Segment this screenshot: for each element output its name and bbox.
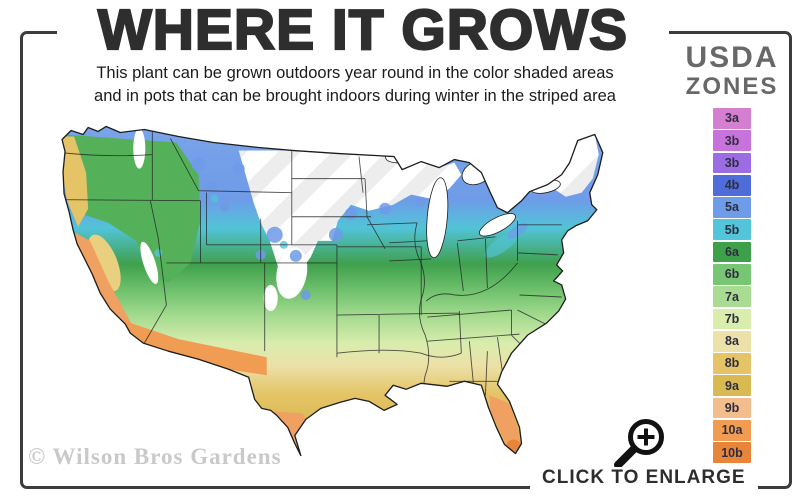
central-valley-region	[87, 234, 121, 292]
zone-chip-label: 6b	[724, 267, 740, 282]
state-borders	[62, 126, 562, 406]
zone-chip: 8b	[713, 353, 751, 374]
zone-chip-label: 9b	[724, 401, 740, 415]
zone-chip-label: 10a	[721, 423, 743, 438]
watermark: © Wilson Bros Gardens	[28, 444, 282, 469]
zone-chip: 7b	[713, 308, 751, 330]
striped-area-northeast	[549, 134, 599, 197]
zone-chip: 3a	[713, 108, 751, 129]
zone-chip: 4b	[713, 174, 751, 196]
zone-chip: 6b	[713, 263, 751, 285]
zone-chip: 10b	[713, 442, 751, 463]
zone-chip-label: 9a	[725, 378, 739, 393]
subtitle-line-1: This plant can be grown outdoors year ro…	[96, 64, 614, 82]
zone-chip-label: 5b	[724, 222, 740, 237]
legend-title-zones: ZONES	[685, 73, 779, 100]
zone-chip-label: 5a	[725, 200, 739, 215]
zone-chip-label: 6a	[725, 245, 739, 260]
zone-chip: 3b	[713, 130, 751, 151]
zone-chip-label: 10b	[721, 445, 743, 460]
pacific-coast-gold-strip	[62, 136, 89, 227]
desert-southwest-orange	[116, 318, 267, 376]
zone-chip-label: 8a	[725, 334, 739, 349]
zone-chip-label: 8b	[724, 356, 740, 371]
zone-chip: 9b	[713, 397, 751, 419]
subtitle: This plant can be grown outdoors year ro…	[30, 62, 680, 108]
zone-chip-list: 3a 3b 3b 4b 5a 5b 6a 6b 7a 7b 8a 8b 9a 9b 10a 10b	[676, 108, 788, 463]
zone-chip-label: 3a	[725, 111, 739, 126]
blue-zone-patches	[191, 157, 426, 301]
zone-chip: 3b	[713, 152, 751, 174]
zone-chip: 10a	[713, 419, 751, 441]
zone-chip-label: 4b	[724, 178, 740, 193]
zone-chip: 6a	[713, 241, 751, 263]
zone-chip: 9a	[713, 375, 751, 397]
zone-chip: 5b	[713, 219, 751, 241]
pnw-green-region	[62, 134, 201, 283]
california-coast-orange	[75, 232, 137, 338]
magnifier-plus-icon[interactable]	[608, 409, 672, 471]
zone-chip-label: 7b	[724, 311, 740, 326]
zone-chip-label: 7a	[725, 289, 739, 304]
page-title: WHERE IT GROWS	[57, 0, 669, 61]
zone-chip-label: 3b	[724, 155, 740, 170]
florida-peninsula-orange	[489, 395, 520, 452]
zone-chip: 5a	[713, 197, 751, 218]
zone-chip-label: 3b	[724, 133, 740, 148]
zone-chip: 8a	[713, 330, 751, 352]
us-hardiness-map[interactable]	[48, 112, 670, 474]
zone-chip: 7a	[713, 286, 751, 307]
usda-zones-legend: USDA ZONES 3a 3b 3b 4b 5a 5b 6a 6b 7a 7b 8a 8b 9a 9b 1…	[676, 42, 788, 463]
subtitle-line-2: and in pots that can be brought indoors …	[94, 87, 616, 105]
legend-title-usda: USDA	[685, 41, 779, 74]
click-to-enlarge-button[interactable]: CLICK TO ENLARGE	[530, 467, 758, 489]
